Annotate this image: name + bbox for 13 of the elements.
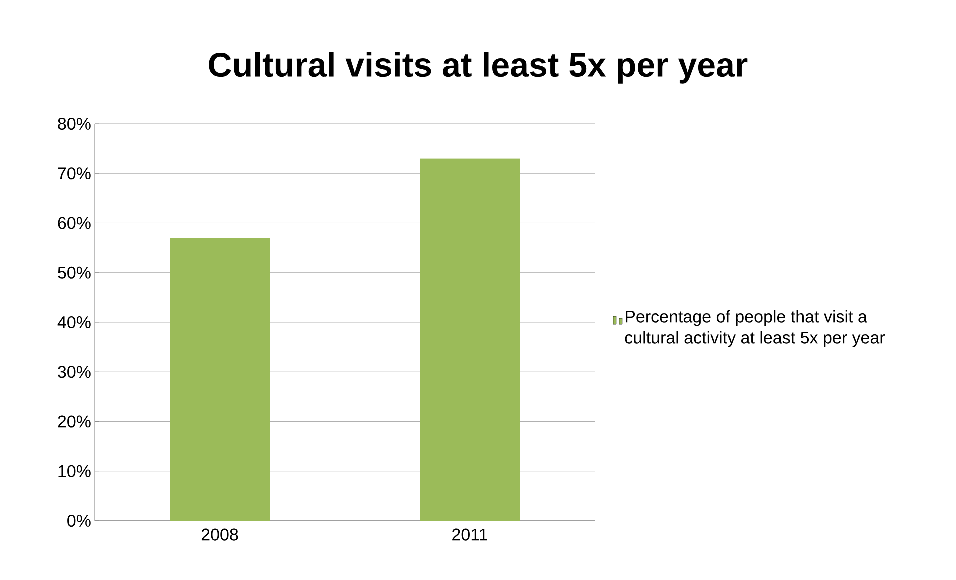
y-tick-label: 20% [58, 416, 91, 428]
y-tick-label: 80% [58, 118, 91, 130]
y-tick-label: 50% [58, 266, 91, 279]
chart-title: Cultural visits at least 5x per year [209, 52, 748, 84]
y-tick-label: 0% [68, 514, 91, 528]
y-tick-label: 60% [58, 217, 91, 230]
y-tick-label: 30% [58, 366, 91, 378]
x-tick-label: 2008 [202, 528, 238, 541]
y-tick-label: 70% [58, 168, 91, 180]
legend-label: Percentage of people that visit a cultural activity at least 5x per year [625, 310, 886, 348]
y-tick-label: 10% [58, 465, 91, 478]
x-tick-label: 2011 [452, 528, 488, 541]
y-tick-label: 40% [58, 316, 91, 329]
